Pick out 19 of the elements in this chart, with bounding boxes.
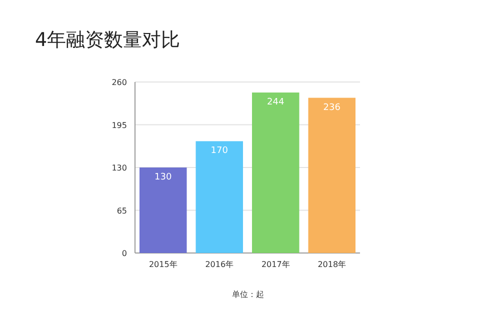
y-tick-label: 260 bbox=[112, 78, 127, 87]
bar bbox=[308, 98, 356, 253]
data-label: 130 bbox=[154, 172, 172, 182]
text: 单位：起 bbox=[232, 290, 264, 299]
y-tick-label: 195 bbox=[112, 120, 127, 130]
data-label: 170 bbox=[210, 146, 228, 156]
bar bbox=[252, 92, 300, 253]
data-label: 236 bbox=[323, 102, 341, 113]
y-tick-label: 65 bbox=[116, 206, 127, 216]
data-label: 244 bbox=[267, 98, 284, 108]
y-tick-label: 0 bbox=[122, 249, 127, 258]
chart-title: 4年融资数量对比 bbox=[35, 29, 180, 51]
bar bbox=[196, 141, 243, 253]
x-tick-label: 2015年 bbox=[148, 260, 178, 269]
x-tick-label: 2016年 bbox=[205, 260, 234, 269]
y-tick-label: 130 bbox=[112, 164, 127, 172]
x-tick-label: 2017年 bbox=[261, 260, 290, 269]
x-tick-label: 2018年 bbox=[318, 260, 346, 269]
bar bbox=[140, 168, 187, 253]
